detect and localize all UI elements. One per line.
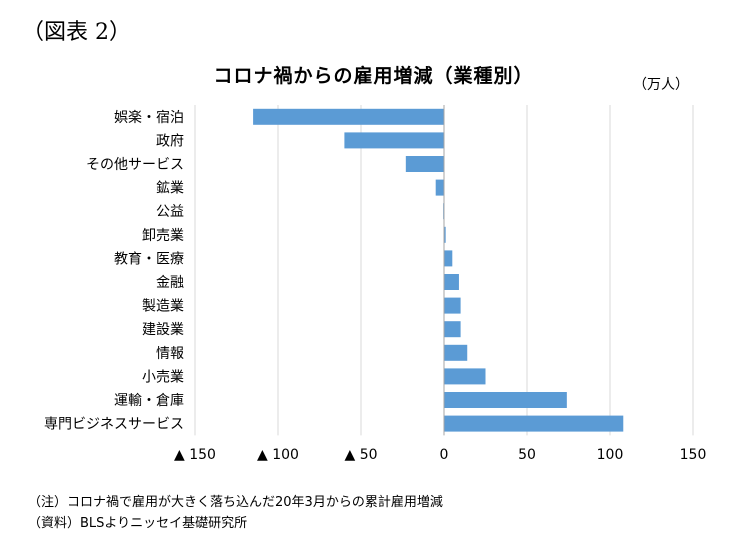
bar [444, 226, 446, 243]
category-label: 鉱業 [156, 180, 184, 197]
bar [444, 250, 453, 267]
tick-label: ▲ 100 [257, 447, 299, 463]
figure-label: （図表 2） [22, 20, 131, 45]
category-label: 政府 [156, 133, 184, 149]
tick-label: 50 [518, 447, 536, 463]
notes: （注）コロナ禍で雇用が大きく落ち込んだ20年3月からの累計雇用増減 （資料）BL… [28, 492, 443, 534]
bar [444, 274, 459, 290]
category-label: 製造業 [142, 299, 184, 315]
tick-label: 0 [440, 447, 449, 463]
category-label: 娯楽・宿泊 [114, 109, 184, 126]
bar [344, 132, 444, 149]
category-label: 小売業 [142, 369, 184, 385]
bar [444, 392, 567, 408]
note-text: （注）コロナ禍で雇用が大きく落ち込んだ20年3月からの累計雇用増減 [28, 495, 443, 510]
category-label: 建設業 [142, 322, 184, 338]
bar [444, 415, 624, 432]
tick-label: ▲ 50 [344, 447, 377, 463]
bar [253, 108, 444, 125]
category-label: その他サービス [86, 157, 184, 173]
category-label: 金融 [156, 275, 184, 291]
tick-label: ▲ 150 [174, 447, 216, 463]
bar [405, 156, 444, 172]
bar-chart: 娯楽・宿泊政府その他サービス鉱業公益卸売業教育・医療金融製造業建設業情報小売業運… [44, 105, 707, 463]
bar [444, 344, 468, 361]
tick-label: 100 [597, 447, 624, 463]
bar [444, 297, 461, 314]
category-label: 運輸・倉庫 [114, 392, 184, 409]
category-label: 教育・医療 [114, 250, 184, 267]
category-label: 卸売業 [142, 228, 184, 244]
category-label: 情報 [156, 346, 184, 362]
bar [444, 321, 461, 338]
category-label: 専門ビジネスサービス [44, 417, 184, 433]
source-text: （資料）BLSよりニッセイ基礎研究所 [28, 516, 248, 531]
chart-title: コロナ禍からの雇用増減（業種別） [213, 65, 534, 87]
bar [435, 179, 444, 196]
tick-label: 150 [680, 447, 707, 463]
category-label: 公益 [156, 204, 184, 220]
bar [444, 368, 486, 385]
unit-label: （万人） [633, 77, 689, 93]
